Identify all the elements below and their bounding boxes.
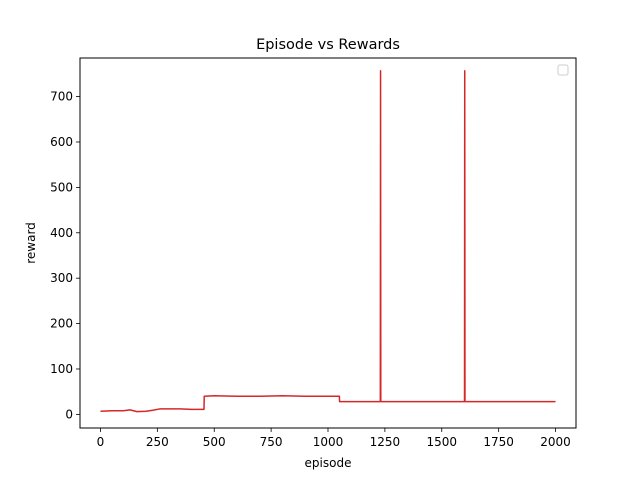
legend-box (557, 64, 569, 76)
x-tick-label: 1250 (370, 435, 401, 449)
x-axis-label: episode (305, 456, 352, 470)
y-tick-label: 100 (50, 362, 73, 376)
y-tick-label: 200 (50, 317, 73, 331)
y-tick-label: 300 (50, 271, 73, 285)
plot-area (79, 57, 577, 429)
y-tick-label: 400 (50, 226, 73, 240)
x-tick-label: 250 (146, 435, 169, 449)
x-tick-label: 2000 (540, 435, 571, 449)
y-ticks: 0 100 200 300 400 500 600 700 (50, 90, 80, 421)
y-axis-label: reward (24, 222, 38, 264)
x-ticks: 0 250 500 750 1000 1250 1500 1750 2000 (97, 428, 571, 449)
x-tick-label: 750 (260, 435, 283, 449)
y-tick-label: 500 (50, 180, 73, 194)
x-tick-label: 500 (203, 435, 226, 449)
series-line-0 (100, 69, 556, 413)
x-tick-label: 0 (97, 435, 105, 449)
x-tick-label: 1500 (426, 435, 457, 449)
series-group (100, 69, 556, 413)
y-tick-label: 600 (50, 135, 73, 149)
y-tick-label: 0 (65, 407, 73, 421)
chart-title: Episode vs Rewards (256, 37, 400, 53)
x-tick-label: 1000 (313, 435, 344, 449)
y-tick-label: 700 (50, 90, 73, 104)
x-tick-label: 1750 (483, 435, 514, 449)
